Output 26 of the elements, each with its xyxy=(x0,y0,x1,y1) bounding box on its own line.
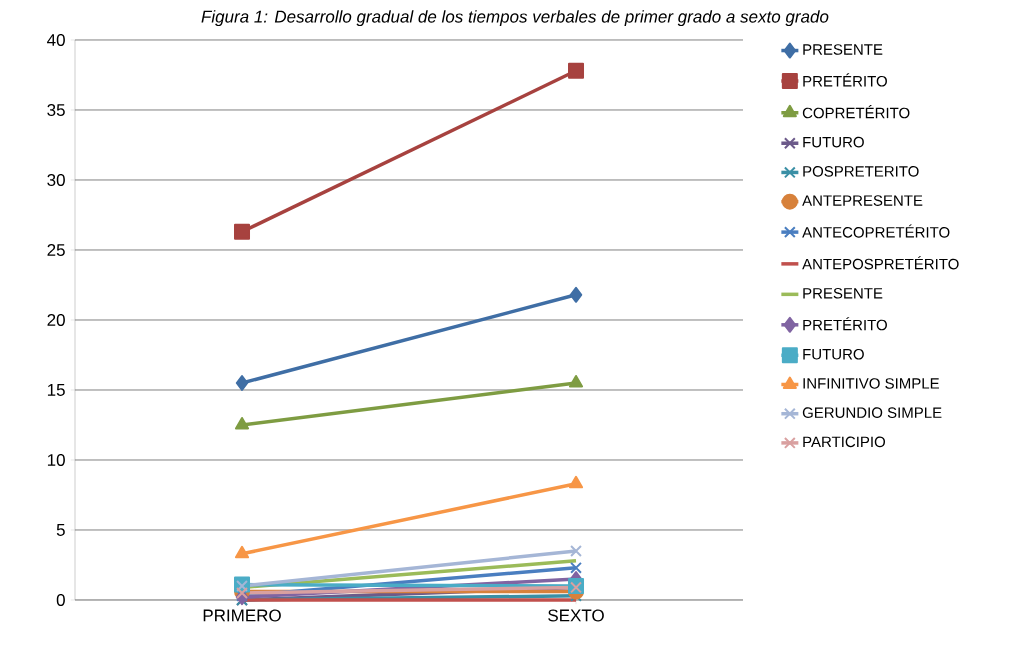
legend-label: PRETÉRITO xyxy=(803,73,887,87)
y-tick-label: 5 xyxy=(56,524,65,536)
legend-label: PRESENTE xyxy=(803,287,883,299)
x-tick-label: SEXTO xyxy=(548,609,604,622)
y-tick-label: 0 xyxy=(56,593,65,607)
legend-label: PARTICIPIO xyxy=(803,436,886,448)
legend-label: COPRETÉRITO xyxy=(802,105,910,119)
y-tick-label: 15 xyxy=(47,384,65,396)
chart-title: Figura 1: Desarrollo gradual de los tiempos verbales de primer grado a sexto grado xyxy=(201,10,829,27)
y-tick-label: 10 xyxy=(47,453,65,467)
legend-label: INFINITIVO SIMPLE xyxy=(803,378,939,389)
legend-label: PRETÉRITO xyxy=(803,317,887,331)
y-tick-label: 20 xyxy=(47,313,65,327)
legend-label: ANTEPOSPRETÉRITO xyxy=(802,256,959,270)
legend-label: GERUNDIO SIMPLE xyxy=(802,407,942,418)
legend-label: POSPRETERITO xyxy=(803,166,919,177)
legend-label: FUTURO xyxy=(803,136,864,148)
y-tick-label: 30 xyxy=(47,173,65,187)
legend-label: FUTURO xyxy=(803,348,864,360)
y-tick-label: 35 xyxy=(47,103,65,117)
legend-label: ANTECOPRETÉRITO xyxy=(802,224,950,238)
y-tick-label: 40 xyxy=(47,33,65,47)
legend-label: PRESENTE xyxy=(803,44,883,55)
legend-label: ANTEPRESENTE xyxy=(802,195,923,206)
x-tick-label: PRIMERO xyxy=(203,609,281,622)
y-tick-label: 25 xyxy=(47,243,65,257)
